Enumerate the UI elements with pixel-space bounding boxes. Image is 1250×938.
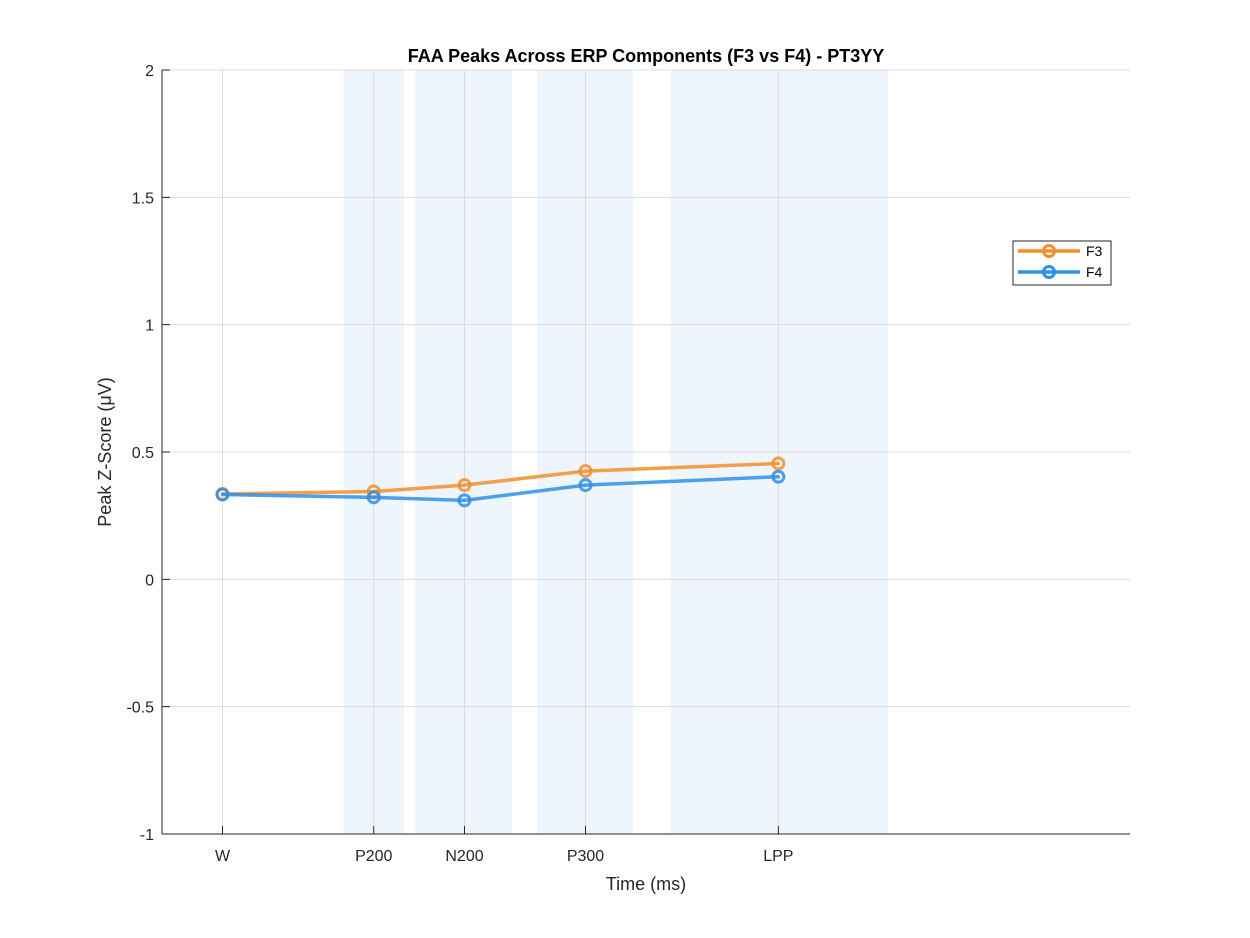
x-tick-label-3: P300 (567, 848, 604, 865)
series-line-f3 (220, 461, 781, 496)
y-tick-label-6: 2 (145, 63, 154, 80)
tick-labels: -1 -0.5 0 0.5 1 1.5 2 W P200 N200 P300 LPP (126, 63, 793, 865)
point-f4-4 (771, 469, 786, 484)
point-f3-4 (771, 456, 786, 471)
series-lines (215, 456, 786, 508)
legend-marker-f4 (1042, 265, 1056, 279)
y-tick-label-2: 0 (145, 572, 154, 589)
y-tick-label-1: -0.5 (126, 700, 154, 717)
y-tick-label-3: 0.5 (132, 445, 154, 462)
y-tick-label-5: 1.5 (132, 190, 154, 207)
series-line-f4 (220, 474, 781, 503)
x-tick-label-4: LPP (763, 848, 793, 865)
x-tick-label-1: P200 (355, 848, 392, 865)
legend-label-f4: F4 (1086, 264, 1103, 280)
point-f4-2 (457, 493, 472, 508)
grid-lines (162, 69, 1130, 835)
legend-marker-f3 (1042, 244, 1056, 258)
y-tick-label-4: 1 (145, 318, 154, 335)
chart-title: FAA Peaks Across ERP Components (F3 vs F… (408, 46, 884, 66)
x-tick-label-0: W (215, 848, 231, 865)
point-f4-3 (578, 478, 593, 493)
point-f4-0 (215, 487, 230, 502)
axes (161, 69, 1130, 835)
x-tick-label-2: N200 (445, 848, 483, 865)
x-axis-label: Time (ms) (606, 874, 686, 894)
legend-box (1012, 240, 1112, 286)
point-f3-2 (457, 478, 472, 493)
point-f3-3 (578, 464, 593, 479)
y-axis-label: Peak Z-Score (μV) (95, 377, 115, 526)
point-f4-1 (366, 490, 381, 505)
legend-label-f3: F3 (1086, 243, 1103, 259)
y-tick-label-0: -1 (140, 827, 154, 844)
